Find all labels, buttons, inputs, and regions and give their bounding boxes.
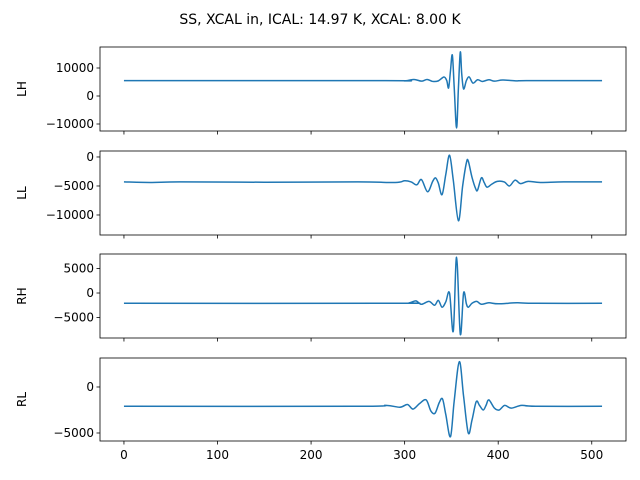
y-axis-label: LH: [15, 81, 29, 97]
y-axis-label: RH: [15, 287, 29, 304]
x-tick-label: 200: [300, 448, 323, 462]
x-tick-label: 0: [120, 448, 128, 462]
subplot-rl: −5000 0 0 100 200 300 400 500 RL: [15, 357, 627, 462]
y-tick-label: −10000: [46, 208, 94, 222]
y-tick-label: 5000: [63, 262, 94, 276]
y-tick-label: −5000: [53, 311, 94, 325]
y-tick-label: 10000: [56, 61, 94, 75]
y-tick-label: −5000: [53, 426, 94, 440]
axes-frame: [99, 253, 627, 339]
axes-frame: [99, 357, 627, 442]
series-line-rl: [123, 360, 603, 438]
axes-frame: [99, 150, 627, 236]
y-axis-label: RL: [15, 392, 29, 407]
y-tick-label: −10000: [46, 117, 94, 131]
x-tick-label: 400: [487, 448, 510, 462]
y-axis-label: LL: [15, 186, 29, 200]
subplot-lh: −10000 0 10000 LH: [15, 46, 627, 135]
y-tick-label: 0: [86, 89, 94, 103]
y-tick-label: 0: [86, 380, 94, 394]
series-line-lh: [123, 51, 603, 129]
y-tick-label: 0: [86, 150, 94, 164]
x-tick-label: 100: [206, 448, 229, 462]
series-line-rh: [123, 256, 603, 336]
y-tick-label: −5000: [53, 179, 94, 193]
x-tick-label: 300: [393, 448, 416, 462]
y-tick-label: 0: [86, 286, 94, 300]
subplot-ll: −10000 −5000 0 LL: [15, 150, 627, 239]
axes-frame: [99, 46, 627, 132]
subplot-rh: −5000 0 5000 RH: [15, 253, 627, 342]
x-tick-label: 500: [580, 448, 603, 462]
series-line-ll: [123, 154, 603, 222]
chart-title: SS, XCAL in, ICAL: 14.97 K, XCAL: 8.00 K: [179, 12, 461, 28]
